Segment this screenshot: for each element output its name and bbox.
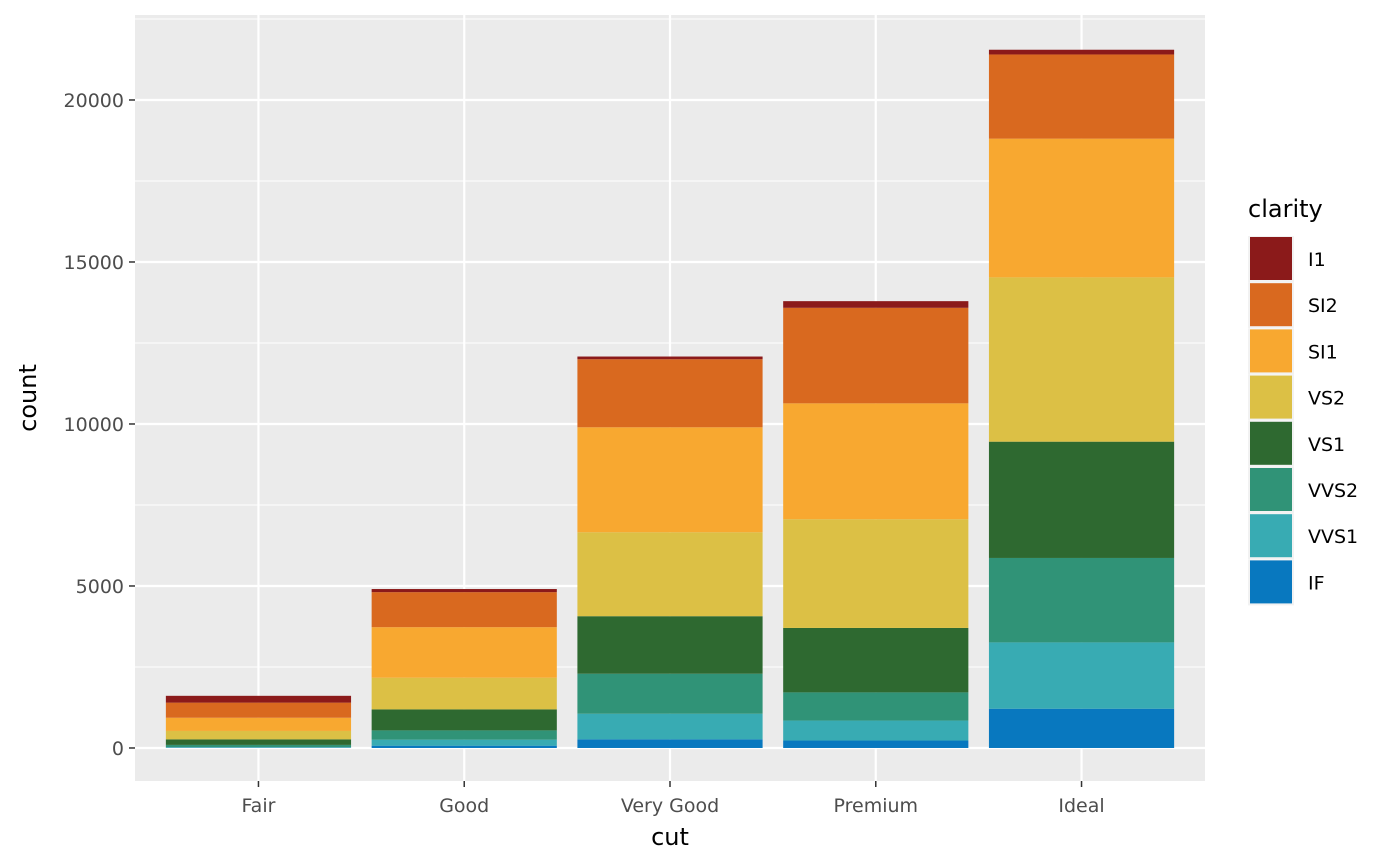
bar-segment-si1 [577, 427, 763, 533]
x-tick-label: Good [439, 795, 489, 817]
y-tick-label: 20000 [64, 90, 124, 112]
bar-segment-vs1 [988, 441, 1175, 558]
y-tick-label: 5000 [76, 576, 124, 598]
x-axis-title: cut [651, 823, 689, 851]
y-tick-label: 15000 [64, 252, 124, 274]
bar-segment-i1 [988, 49, 1175, 55]
bar-segment-i1 [371, 589, 557, 593]
bar-segment-vvs1 [371, 739, 557, 746]
bar-segment-if [988, 708, 1175, 748]
legend-title: clarity [1248, 195, 1323, 223]
bar-segment-if [783, 740, 969, 748]
bar-segment-vs2 [165, 730, 352, 740]
legend-swatch-si1 [1250, 329, 1292, 373]
legend-label: SI1 [1308, 341, 1338, 363]
bars [165, 49, 1175, 748]
legend: I1 SI2 SI1 VS2 VS1 VVS2 VVS1 IF [1248, 236, 1358, 606]
bar-segment-vs1 [165, 739, 352, 745]
bar-segment-vs1 [577, 616, 763, 674]
bar-segment-vs1 [783, 627, 969, 693]
y-axis: 0 5000 10000 15000 20000 [64, 90, 135, 760]
bar-segment-vs2 [371, 677, 557, 710]
bar-segment-i1 [783, 301, 969, 308]
bar-segment-if [371, 745, 557, 748]
legend-swatch-if [1250, 560, 1292, 604]
bar-segment-if [577, 739, 763, 748]
bar-segment-vvs2 [783, 692, 969, 721]
legend-swatch-si2 [1250, 283, 1292, 327]
bar-segment-vs2 [783, 519, 969, 628]
y-tick-label: 10000 [64, 414, 124, 436]
legend-label: VVS2 [1308, 480, 1358, 502]
x-tick-label: Premium [833, 795, 918, 817]
y-tick-label: 0 [112, 738, 124, 760]
bar-segment-si1 [783, 403, 969, 520]
bar-segment-si2 [165, 702, 352, 718]
bar-segment-vs2 [988, 277, 1175, 442]
x-axis: Fair Good Very Good Premium Ideal [242, 781, 1105, 817]
bar-segment-si2 [371, 592, 557, 628]
legend-swatch-vvs2 [1250, 468, 1292, 511]
y-axis-title: count [14, 364, 42, 432]
legend-label: VVS1 [1308, 526, 1358, 548]
bar-segment-vvs2 [988, 557, 1175, 643]
bar-segment-vvs1 [783, 720, 969, 741]
bar-segment-vvs2 [165, 744, 352, 748]
legend-label: VS1 [1308, 434, 1345, 456]
x-tick-label: Very Good [621, 795, 719, 817]
bar-segment-vs2 [577, 532, 763, 617]
bar-segment-vvs2 [371, 730, 557, 740]
bar-segment-vvs1 [577, 713, 763, 740]
bar-segment-i1 [577, 356, 763, 360]
x-tick-label: Ideal [1058, 795, 1104, 817]
legend-swatch-vs1 [1250, 421, 1292, 465]
bar-segment-vvs1 [165, 747, 352, 748]
legend-label: IF [1308, 572, 1325, 594]
bar-segment-vvs1 [988, 642, 1175, 709]
legend-swatch-vs2 [1250, 375, 1292, 419]
legend-label: VS2 [1308, 388, 1345, 410]
legend-label: I1 [1308, 249, 1326, 271]
bar-segment-si2 [783, 307, 969, 404]
bar-segment-si1 [988, 138, 1175, 278]
legend-swatch-vvs1 [1250, 514, 1292, 558]
x-tick-label: Fair [242, 795, 276, 817]
bar-segment-i1 [165, 695, 352, 703]
bar-segment-vvs2 [577, 673, 763, 714]
legend-swatch-i1 [1250, 237, 1292, 280]
bar-segment-si2 [988, 54, 1175, 139]
bar-segment-si1 [371, 627, 557, 678]
bar-segment-si1 [165, 717, 352, 731]
bar-segment-si2 [577, 359, 763, 428]
legend-label: SI2 [1308, 295, 1338, 317]
bar-segment-vs1 [371, 709, 557, 731]
